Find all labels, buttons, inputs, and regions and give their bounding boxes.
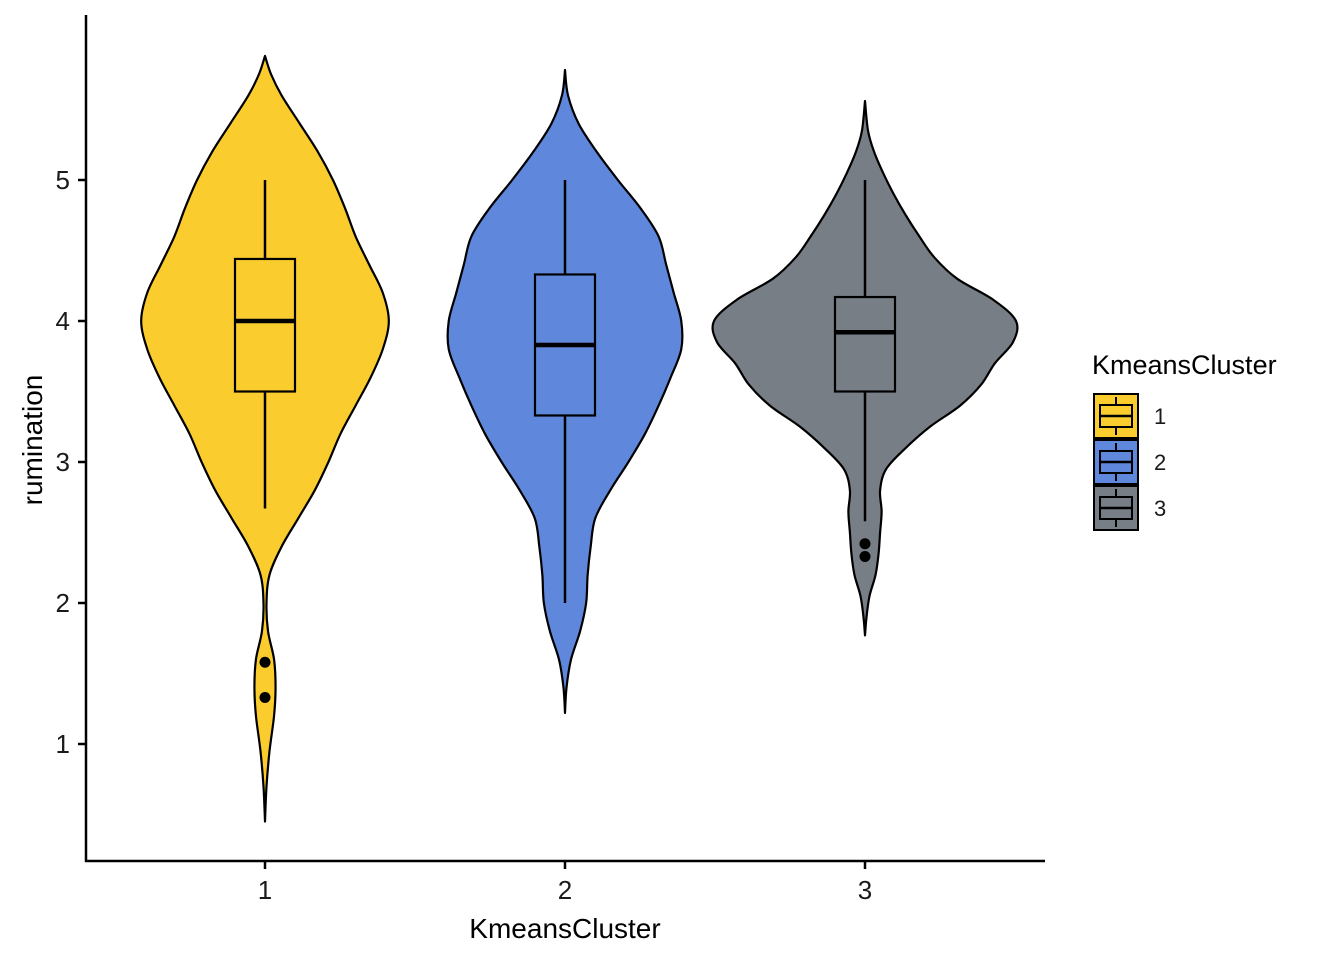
legend-key-2 <box>1093 439 1139 485</box>
legend: KmeansCluster 1 2 3 <box>1092 350 1277 531</box>
y-tick-label-5: 5 <box>56 165 70 195</box>
y-axis-title: rumination <box>17 375 48 506</box>
x-tick-label-2: 2 <box>558 875 572 905</box>
boxplots-layer <box>233 180 897 703</box>
outlier-point-cluster-3-1 <box>859 538 871 550</box>
x-axis-title: KmeansCluster <box>469 913 660 944</box>
legend-label-3: 3 <box>1154 496 1166 521</box>
y-ticks: 1 2 3 4 5 <box>56 165 86 759</box>
y-tick-label-3: 3 <box>56 447 70 477</box>
legend-title: KmeansCluster <box>1092 350 1277 380</box>
legend-label-2: 2 <box>1154 450 1166 475</box>
outlier-point-cluster-3-2 <box>859 550 871 562</box>
y-tick-label-1: 1 <box>56 729 70 759</box>
violins-layer <box>140 54 1019 823</box>
y-tick-label-4: 4 <box>56 306 70 336</box>
outlier-point-cluster-1-2 <box>259 691 271 703</box>
box-cluster-1 <box>233 257 297 393</box>
box-cluster-3 <box>833 295 897 393</box>
legend-label-1: 1 <box>1154 404 1166 429</box>
x-tick-label-3: 3 <box>858 875 872 905</box>
y-tick-label-2: 2 <box>56 588 70 618</box>
x-tick-label-1: 1 <box>258 875 272 905</box>
legend-key-1 <box>1093 393 1139 439</box>
legend-key-3 <box>1093 485 1139 531</box>
x-ticks: 1 2 3 <box>258 861 872 905</box>
outlier-point-cluster-1-1 <box>259 656 271 668</box>
